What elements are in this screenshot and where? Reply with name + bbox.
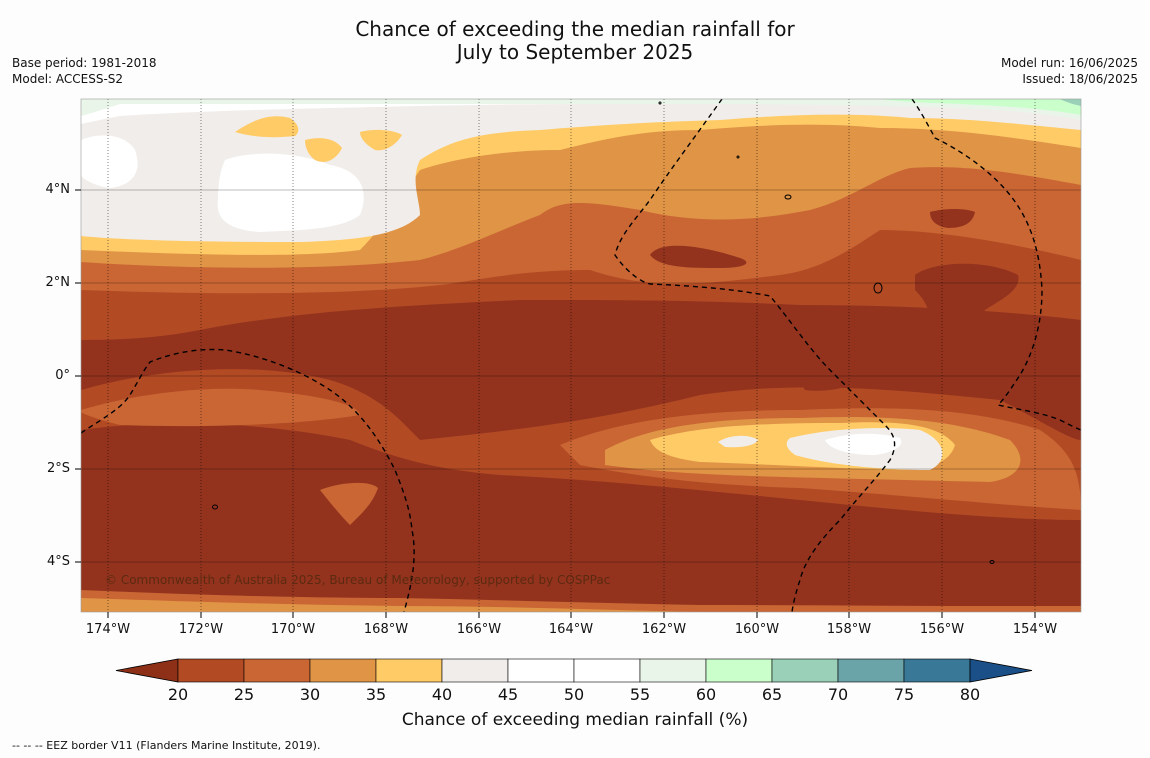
colorbar-tick-label: 60 bbox=[695, 685, 717, 704]
lat-label-0: 0° bbox=[55, 368, 70, 383]
dark-patch-5 bbox=[81, 345, 138, 368]
eez-borders bbox=[81, 99, 1081, 612]
lon-label-172w: 172°W bbox=[178, 622, 224, 637]
lon-label-162w: 162°W bbox=[641, 622, 687, 637]
lat-label-2n: 2°N bbox=[45, 275, 71, 290]
colorbar-segment bbox=[639, 658, 707, 683]
colorbar-tick-label: 35 bbox=[365, 685, 387, 704]
graticule bbox=[81, 189, 1081, 563]
colorbar-tick-label: 65 bbox=[761, 685, 783, 704]
colorbar-segment bbox=[837, 658, 905, 683]
lon-label-174w: 174°W bbox=[85, 622, 131, 637]
white-patch-west bbox=[81, 135, 138, 188]
colorbar-segment bbox=[309, 658, 377, 683]
colorbar-tick-label: 20 bbox=[167, 685, 189, 704]
colorbar-tick-label: 30 bbox=[299, 685, 321, 704]
colorbar-tick-label: 70 bbox=[827, 685, 849, 704]
band-25-30-south bbox=[81, 388, 360, 427]
colorbar-tick-label: 25 bbox=[233, 685, 255, 704]
lon-label-156w: 156°W bbox=[919, 622, 965, 637]
lat-label-2s: 2°S bbox=[46, 461, 70, 476]
colorbar-tick-label: 50 bbox=[563, 685, 585, 704]
dark-patch-2 bbox=[915, 263, 1019, 360]
run-info: Model run: 16/06/2025 Issued: 18/06/2025 bbox=[1001, 55, 1138, 87]
lon-label-158w: 158°W bbox=[826, 622, 872, 637]
band-60-65 bbox=[880, 99, 1081, 115]
lon-label-160w: 160°W bbox=[734, 622, 780, 637]
dark-patch-4 bbox=[800, 378, 848, 391]
lon-label-168w: 168°W bbox=[363, 622, 409, 637]
colorbar-segment bbox=[507, 658, 575, 683]
colorbar-tick-label: 80 bbox=[959, 685, 981, 704]
eez-legend: -- -- -- EEZ border V11 (Flanders Marine… bbox=[12, 739, 321, 752]
colorbar-tick-label: 55 bbox=[629, 685, 651, 704]
lon-label-170w: 170°W bbox=[270, 622, 316, 637]
colorbar-tick-label: 75 bbox=[893, 685, 915, 704]
lon-label-154w: 154°W bbox=[1012, 622, 1058, 637]
yellow-island-3 bbox=[360, 129, 402, 151]
colorbar-segment bbox=[375, 658, 443, 683]
map-title: Chance of exceeding the median rainfall … bbox=[0, 18, 1150, 64]
colorbar bbox=[115, 658, 1033, 683]
lon-label-164w: 164°W bbox=[548, 622, 594, 637]
colorbar-extend-high bbox=[969, 658, 1033, 683]
model-info: Base period: 1981-2018 Model: ACCESS-S2 bbox=[12, 55, 157, 87]
band-45-55 bbox=[81, 99, 1081, 124]
colorbar-tick-label: 40 bbox=[431, 685, 453, 704]
colorbar-segment bbox=[441, 658, 509, 683]
lat-label-4n: 4°N bbox=[45, 182, 71, 197]
band-65-70 bbox=[1060, 99, 1081, 106]
model-name: Model: ACCESS-S2 bbox=[12, 72, 124, 86]
map-frame bbox=[80, 98, 1082, 613]
colorbar-segment bbox=[705, 658, 773, 683]
dark-patch-3 bbox=[930, 209, 975, 228]
band-40-45-eq-west bbox=[718, 435, 758, 448]
model-run: Model run: 16/06/2025 bbox=[1000, 56, 1138, 70]
base-period: Base period: 1981-2018 bbox=[12, 56, 157, 70]
copyright-notice: © Commonwealth of Australia 2025, Bureau… bbox=[105, 573, 611, 587]
issued-date: Issued: 18/06/2025 bbox=[1022, 72, 1138, 86]
colorbar-extend-low bbox=[115, 658, 179, 683]
colorbar-title: Chance of exceeding median rainfall (%) bbox=[401, 710, 749, 730]
title-line-2: July to September 2025 bbox=[456, 40, 694, 64]
colorbar-segment bbox=[903, 658, 971, 683]
colorbar-segment bbox=[771, 658, 839, 683]
yellow-island-2 bbox=[305, 138, 342, 162]
title-line-1: Chance of exceeding the median rainfall … bbox=[355, 17, 795, 41]
colorbar-segment bbox=[573, 658, 641, 683]
lat-label-4s: 4°S bbox=[46, 554, 70, 569]
colorbar-tick-label: 45 bbox=[497, 685, 519, 704]
band-55-60 bbox=[81, 99, 1081, 120]
yellow-island-1 bbox=[235, 116, 299, 138]
band-30-35-bottom bbox=[81, 598, 700, 612]
band-25-30-south2 bbox=[320, 482, 378, 525]
dark-patch-6 bbox=[180, 332, 222, 350]
axis-ticks bbox=[75, 189, 1036, 618]
islands bbox=[212, 101, 995, 564]
lon-label-166w: 166°W bbox=[456, 622, 502, 637]
colorbar-segment bbox=[243, 658, 311, 683]
colorbar-segment bbox=[177, 658, 245, 683]
white-patch-north bbox=[217, 153, 364, 232]
dark-patch-1 bbox=[650, 245, 747, 268]
white-patch-eq bbox=[825, 433, 902, 455]
rainfall-map bbox=[75, 98, 1082, 618]
